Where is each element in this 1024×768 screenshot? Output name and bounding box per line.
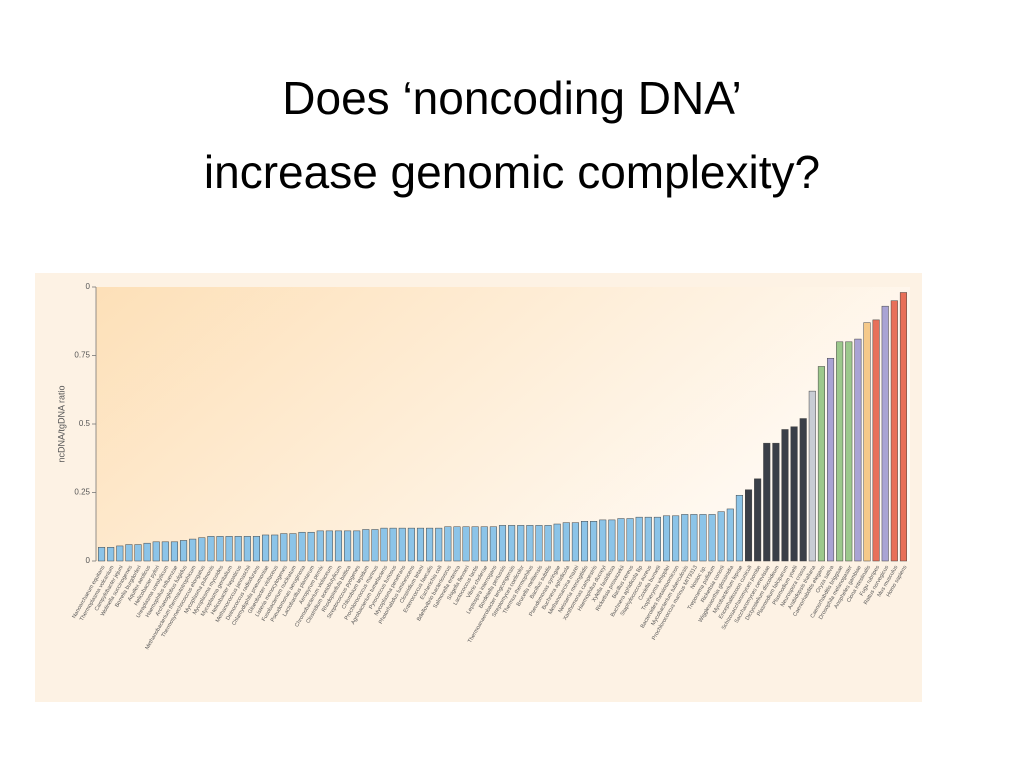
bar [799,418,807,562]
bar [325,530,333,562]
bar [262,534,270,562]
bar [635,516,643,562]
bar [508,525,516,562]
bar [280,533,288,562]
bar [653,516,661,562]
bar [827,357,835,562]
bar [407,527,415,562]
bar [754,478,762,562]
bar [763,442,771,562]
bar [817,366,825,562]
bar [152,541,160,562]
bar [872,319,880,562]
bar [562,522,570,562]
bar [143,542,151,562]
bar [189,538,197,562]
bar [353,530,361,562]
bar [626,518,634,562]
bar [453,526,461,562]
bar [863,322,871,562]
bar [471,526,479,562]
bar [617,518,625,562]
subtitle: increase genomic complexity? [204,146,820,198]
bar [662,515,671,562]
bar [334,530,343,562]
bar [225,536,233,562]
bar [690,514,698,562]
y-tick-label: 0.5 [79,419,91,428]
y-tick-label: 0.75 [74,351,90,360]
y-tick-label: 0 [86,282,91,291]
bar [180,540,188,562]
title: Does ‘noncoding DNA’ [282,72,741,124]
bar [207,536,215,562]
bar [808,390,816,562]
bar [708,514,716,562]
bar [553,523,561,562]
bar [298,531,306,562]
bar [726,508,734,562]
bar [580,521,589,562]
bar [745,489,753,562]
bar [170,541,178,562]
bar [699,514,707,562]
bar [107,547,115,562]
bar [389,527,397,562]
bar [836,341,844,562]
bar [252,536,260,562]
bar [198,537,206,562]
y-axis-label: ncDNA/tgDNA ratio [56,385,66,462]
bar [498,525,507,562]
bar [845,341,853,562]
bar [672,515,680,562]
bar [644,516,652,562]
bar [289,533,297,562]
bar [772,442,780,562]
y-tick-label: 0 [86,556,91,565]
bar [571,522,579,562]
bar [681,514,689,562]
bar [881,305,889,562]
bar [98,547,106,562]
bar [462,526,470,562]
bar [371,529,379,562]
bar [271,534,279,562]
bar [526,525,534,562]
bar [444,526,452,562]
bar [544,525,552,562]
bar [735,494,743,562]
bar [608,519,616,562]
bar [125,544,133,562]
bar [480,526,488,562]
bar [489,526,497,562]
bar [854,338,862,562]
bar [781,429,789,562]
bar [316,530,324,562]
bar [161,541,169,562]
bar [599,519,607,562]
bar [116,545,124,562]
bar [344,530,352,562]
bar [234,536,242,562]
bar [890,300,898,562]
y-tick-label: 0.25 [74,488,90,497]
bar [216,536,224,562]
bar [134,544,142,562]
bar [362,529,370,562]
bar [398,527,406,562]
bar [435,527,443,562]
bar [790,426,798,562]
bar [899,292,907,562]
bar [243,536,251,562]
bar [590,521,598,562]
bar [426,527,434,562]
bar [307,531,315,562]
bar [416,527,425,562]
bar [517,525,525,562]
bar [535,525,543,562]
bar [717,511,725,562]
bar [380,527,388,562]
